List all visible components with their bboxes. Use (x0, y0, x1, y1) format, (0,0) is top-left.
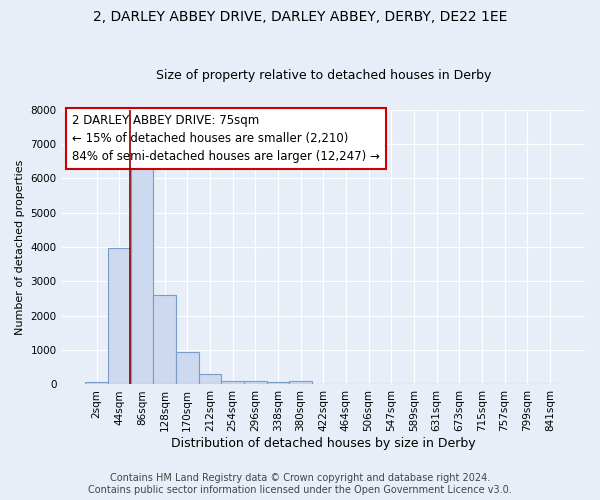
Text: 2, DARLEY ABBEY DRIVE, DARLEY ABBEY, DERBY, DE22 1EE: 2, DARLEY ABBEY DRIVE, DARLEY ABBEY, DER… (93, 10, 507, 24)
Title: Size of property relative to detached houses in Derby: Size of property relative to detached ho… (155, 69, 491, 82)
Y-axis label: Number of detached properties: Number of detached properties (15, 160, 25, 334)
Text: Contains HM Land Registry data © Crown copyright and database right 2024.
Contai: Contains HM Land Registry data © Crown c… (88, 474, 512, 495)
Text: 2 DARLEY ABBEY DRIVE: 75sqm
← 15% of detached houses are smaller (2,210)
84% of : 2 DARLEY ABBEY DRIVE: 75sqm ← 15% of det… (72, 114, 380, 162)
Bar (266, 382, 289, 384)
Bar (108, 248, 131, 384)
X-axis label: Distribution of detached houses by size in Derby: Distribution of detached houses by size … (171, 437, 476, 450)
Bar (85, 382, 108, 384)
Bar (244, 381, 266, 384)
Bar (289, 381, 312, 384)
Bar (221, 380, 244, 384)
Bar (176, 352, 199, 384)
Bar (154, 295, 176, 384)
Bar (131, 160, 154, 384)
Bar (199, 374, 221, 384)
